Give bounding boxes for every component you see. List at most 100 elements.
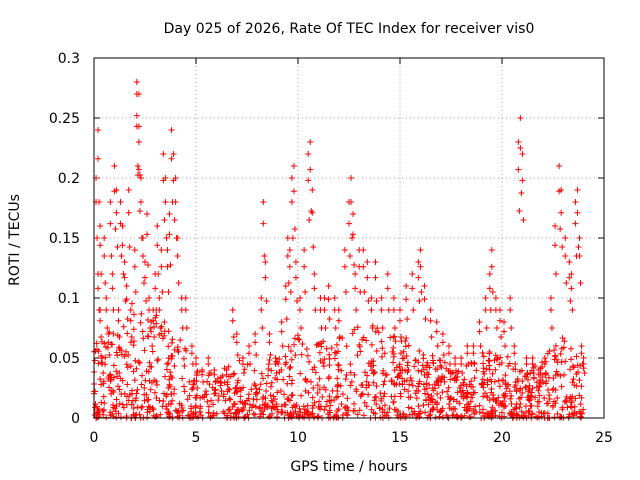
data-point xyxy=(524,370,531,376)
data-point xyxy=(461,376,468,383)
data-point xyxy=(320,363,327,370)
data-point xyxy=(246,343,253,349)
data-point xyxy=(360,247,367,253)
data-point xyxy=(160,398,167,405)
data-point xyxy=(489,370,496,377)
data-point xyxy=(127,317,134,324)
data-point xyxy=(285,343,292,350)
data-point xyxy=(162,175,169,181)
data-point xyxy=(459,370,466,376)
data-point xyxy=(263,388,270,395)
data-point xyxy=(130,405,137,412)
data-point xyxy=(335,307,342,313)
data-point xyxy=(476,328,483,335)
data-point xyxy=(525,396,532,403)
x-tick-label: 25 xyxy=(595,430,613,446)
data-point xyxy=(174,235,181,241)
data-point xyxy=(258,370,265,377)
y-tick-label: 0.15 xyxy=(49,231,80,247)
data-point xyxy=(99,361,106,367)
data-point xyxy=(107,220,114,227)
data-point xyxy=(262,274,269,281)
data-point xyxy=(398,350,405,357)
data-point xyxy=(536,392,543,399)
data-point xyxy=(287,413,294,420)
data-point xyxy=(530,370,537,376)
data-point xyxy=(429,396,436,403)
data-point xyxy=(416,298,423,304)
data-point xyxy=(397,370,404,377)
data-point xyxy=(130,326,137,333)
data-point xyxy=(326,316,333,322)
data-point xyxy=(280,376,287,383)
data-point xyxy=(554,410,561,417)
data-point xyxy=(547,295,554,301)
data-point xyxy=(418,289,425,295)
data-point xyxy=(197,394,204,401)
data-point xyxy=(450,396,457,403)
data-point xyxy=(274,389,281,396)
data-point xyxy=(536,398,543,405)
data-point xyxy=(115,307,122,313)
data-point xyxy=(446,361,453,367)
data-point xyxy=(331,355,338,362)
data-point xyxy=(384,285,391,292)
data-point xyxy=(312,369,319,376)
data-point xyxy=(574,209,581,216)
data-point xyxy=(378,338,385,345)
data-point xyxy=(258,307,265,313)
data-point xyxy=(344,404,351,411)
data-point xyxy=(559,244,566,250)
data-point xyxy=(394,408,401,415)
data-point xyxy=(107,199,114,205)
data-point xyxy=(266,339,273,346)
data-point xyxy=(128,334,135,340)
data-point xyxy=(227,373,234,380)
data-point xyxy=(113,209,120,216)
data-point xyxy=(445,384,452,391)
data-point xyxy=(147,386,154,393)
data-point xyxy=(102,280,109,286)
data-point xyxy=(384,271,391,277)
data-point xyxy=(290,163,297,169)
data-point xyxy=(176,400,183,407)
data-point xyxy=(554,395,561,402)
data-point xyxy=(272,361,279,367)
data-point xyxy=(482,390,489,397)
data-point xyxy=(316,386,323,393)
data-point xyxy=(125,397,132,404)
data-point xyxy=(354,324,361,331)
data-point xyxy=(573,353,580,360)
data-point xyxy=(110,402,117,409)
data-point xyxy=(334,361,341,368)
data-point xyxy=(99,355,106,361)
data-point xyxy=(408,377,415,384)
y-tick-label: 0.05 xyxy=(49,351,80,367)
data-point xyxy=(439,414,446,421)
x-tick-label: 15 xyxy=(391,430,409,446)
data-point xyxy=(336,334,343,340)
data-point xyxy=(322,325,329,331)
data-point xyxy=(240,404,247,411)
data-point xyxy=(578,350,585,357)
data-point xyxy=(155,356,162,363)
data-point xyxy=(488,263,495,270)
data-point xyxy=(528,402,535,409)
data-point xyxy=(504,353,511,360)
data-point xyxy=(416,380,423,387)
y-axis-label: ROTI / TECUs xyxy=(7,194,23,286)
data-point xyxy=(165,360,172,367)
data-point xyxy=(326,355,333,362)
data-point xyxy=(287,347,294,354)
data-point xyxy=(352,271,359,277)
data-point xyxy=(562,235,569,241)
data-point xyxy=(557,413,564,420)
data-point xyxy=(113,414,120,421)
data-point xyxy=(129,300,136,307)
data-point xyxy=(347,361,354,368)
data-point xyxy=(118,253,125,259)
data-point xyxy=(379,345,386,352)
data-point xyxy=(267,352,274,358)
data-point xyxy=(272,375,279,382)
data-point xyxy=(210,401,217,408)
